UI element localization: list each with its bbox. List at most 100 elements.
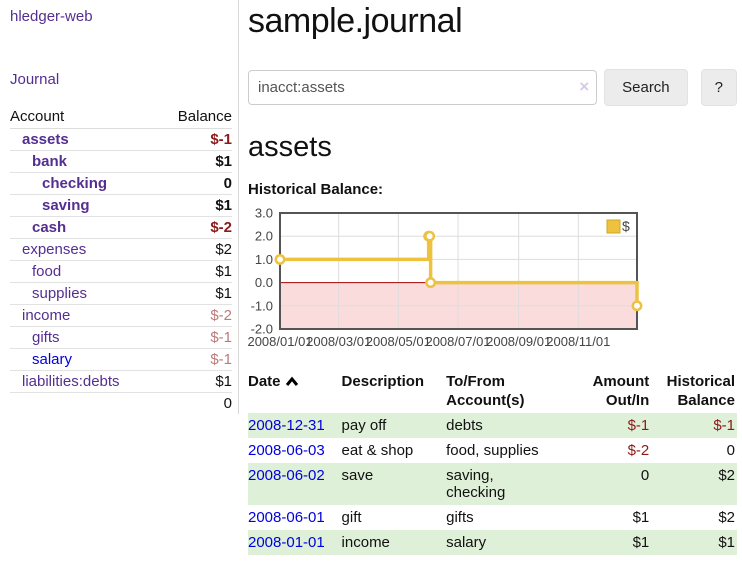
transaction-description: save (341, 466, 374, 484)
transaction-balance: $1 (718, 533, 735, 551)
account-link[interactable]: saving (42, 197, 90, 214)
search-button[interactable]: Search (604, 69, 688, 106)
transaction-date-link[interactable]: 2008-06-02 (248, 466, 325, 484)
account-balance: $-1 (158, 128, 232, 151)
account-row: supplies $1 (10, 282, 232, 305)
historical-balance-chart: 3.0 2.0 1.0 0.0 -1.0 -2.0 2008/01/01 2008/03/01… (247, 206, 737, 353)
transaction-amount: 0 (640, 466, 650, 484)
accounts-header-row: Account Balance (10, 106, 232, 129)
account-link[interactable]: income (22, 307, 71, 324)
clear-search-icon[interactable]: × (579, 77, 590, 96)
account-link[interactable]: supplies (32, 285, 88, 302)
register-row: 2008-01-01 income salary $1 $1 (248, 529, 737, 555)
account-row: gifts $-1 (10, 326, 232, 349)
account-link[interactable]: checking (42, 175, 108, 192)
sidebar-item-journal[interactable]: Journal (10, 71, 60, 88)
account-row: saving $1 (10, 194, 232, 217)
svg-text:2008/09/01: 2008/09/01 (486, 334, 551, 349)
transaction-description: pay off (341, 416, 387, 434)
register-col-amount: Amount Out/In (592, 373, 650, 409)
account-balance: $-1 (158, 326, 232, 349)
register-row: 2008-06-01 gift gifts $1 $2 (248, 505, 737, 530)
svg-text:3.0: 3.0 (255, 206, 273, 221)
sidebar: hledger-web Journal Account Balance asse… (0, 0, 239, 414)
account-link[interactable]: assets (22, 131, 69, 148)
account-link[interactable]: cash (32, 219, 67, 236)
main-panel: sample.journal × Search ? assets Histori… (239, 0, 742, 555)
svg-text:-2.0: -2.0 (251, 322, 273, 337)
register-table: Date Description To/From Account(s) Amou… (248, 371, 737, 555)
account-row: liabilities:debts $1 (10, 370, 232, 393)
account-link[interactable]: gifts (32, 329, 60, 346)
svg-text:2008/05/01: 2008/05/01 (366, 334, 431, 349)
transaction-amount: $1 (632, 508, 650, 526)
transaction-description: income (341, 533, 390, 551)
register-col-accounts: To/From Account(s) (446, 373, 525, 409)
register-row: 2008-06-03 eat & shop food, supplies $-2… (248, 438, 737, 463)
transaction-date-link[interactable]: 2008-01-01 (248, 533, 325, 551)
accounts-col-balance: Balance (158, 106, 232, 129)
account-row: income $-2 (10, 304, 232, 327)
account-balance: $1 (158, 370, 232, 393)
account-link[interactable]: salary (32, 351, 73, 368)
account-row: expenses $2 (10, 238, 232, 261)
transaction-balance: $2 (718, 508, 735, 526)
transaction-description: eat & shop (341, 441, 414, 459)
app-brand: hledger-web (10, 8, 232, 25)
account-balance: $2 (158, 238, 232, 261)
account-balance: $1 (158, 150, 232, 173)
accounts-table: Account Balance assets $-1 bank $1 check… (10, 106, 232, 414)
transaction-date-link[interactable]: 2008-06-03 (248, 441, 325, 459)
accounts-total-spacer (10, 392, 159, 414)
svg-text:2.0: 2.0 (255, 229, 273, 244)
sort-ascending-icon (285, 374, 299, 393)
svg-text:2008/03/01: 2008/03/01 (306, 334, 371, 349)
hledger-web-app: hledger-web Journal Account Balance asse… (0, 0, 742, 555)
account-balance: $-2 (158, 304, 232, 327)
account-balance: $-2 (158, 216, 232, 239)
register-col-balance: Historical Balance (666, 373, 735, 409)
account-link[interactable]: bank (32, 153, 68, 170)
account-row: salary $-1 (10, 348, 232, 371)
transaction-accounts: saving, checking (446, 466, 506, 501)
transaction-accounts: salary (446, 533, 487, 551)
accounts-col-account: Account (10, 106, 159, 129)
account-link[interactable]: liabilities:debts (22, 373, 120, 390)
transaction-description: gift (341, 508, 362, 526)
brand-link[interactable]: hledger-web (10, 8, 93, 25)
search-input[interactable] (248, 70, 598, 105)
svg-text:2008/11/01: 2008/11/01 (546, 334, 610, 349)
account-balance: 0 (158, 172, 232, 195)
svg-text:1.0: 1.0 (255, 252, 273, 267)
transaction-accounts: food, supplies (446, 441, 539, 459)
transaction-amount: $-1 (627, 416, 650, 434)
account-balance: $1 (158, 194, 232, 217)
transaction-date-link[interactable]: 2008-06-01 (248, 508, 325, 526)
account-heading: assets (248, 131, 332, 163)
register-row: 2008-06-02 save saving, checking 0 $2 (248, 462, 737, 505)
svg-text:$: $ (622, 218, 630, 234)
register-col-description: Description (341, 373, 425, 390)
transaction-amount: $-2 (627, 441, 650, 459)
register-col-date-label: Date (248, 373, 281, 390)
account-link[interactable]: expenses (22, 241, 87, 258)
register-row: 2008-12-31 pay off debts $-1 $-1 (248, 412, 737, 438)
register-col-date[interactable]: Date (248, 371, 342, 413)
chart-title: Historical Balance: (248, 181, 384, 198)
account-row: bank $1 (10, 150, 232, 173)
transaction-balance: $2 (718, 466, 735, 484)
account-row: assets $-1 (10, 128, 232, 151)
search-box: × (248, 70, 598, 105)
transaction-date-link[interactable]: 2008-12-31 (248, 416, 325, 434)
account-link[interactable]: food (32, 263, 62, 280)
accounts-total-value: 0 (158, 392, 232, 414)
svg-text:2008/01/01: 2008/01/01 (247, 334, 312, 349)
transaction-amount: $1 (632, 533, 650, 551)
transaction-accounts: debts (446, 416, 483, 434)
search-help-button[interactable]: ? (700, 69, 737, 106)
svg-text:-1.0: -1.0 (251, 298, 273, 313)
sidebar-nav: Journal (10, 71, 232, 88)
page-title: sample.journal (248, 2, 463, 40)
account-balance: $1 (158, 282, 232, 305)
register-header-row: Date Description To/From Account(s) Amou… (248, 371, 737, 413)
